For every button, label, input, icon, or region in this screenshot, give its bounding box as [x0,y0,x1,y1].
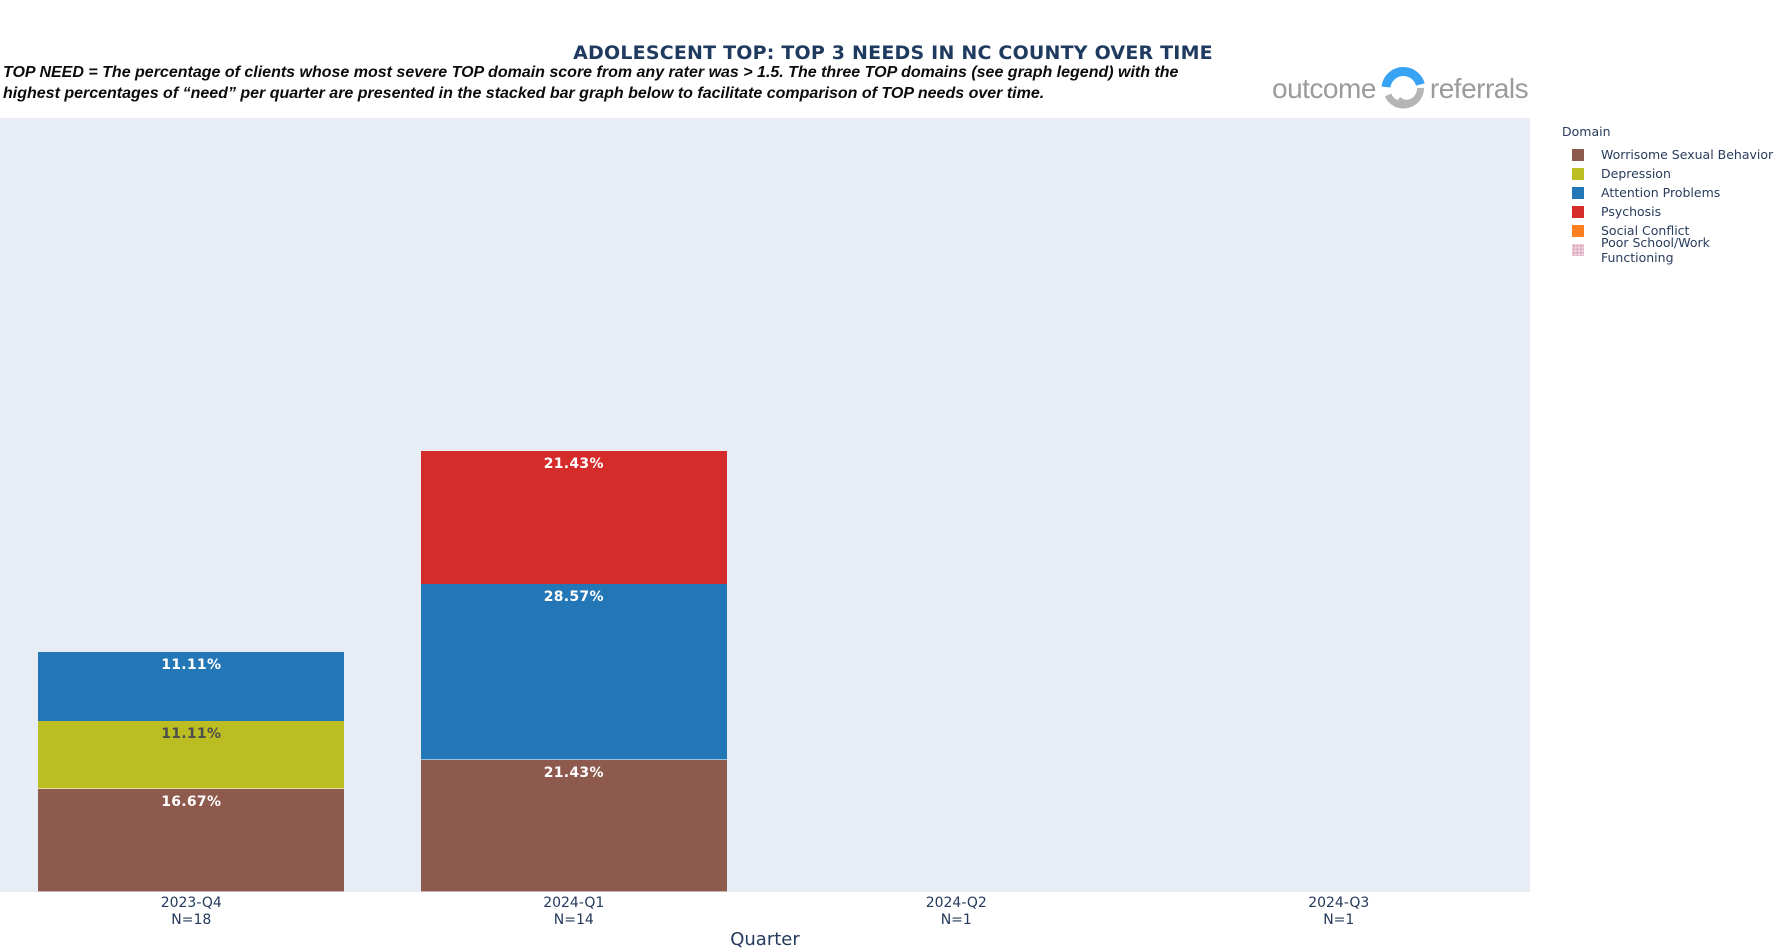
x-tick-sample-size: N=14 [553,912,594,928]
legend-label: Poor School/Work Functioning [1601,234,1710,265]
bar-segment-2024-q1-attention-problems: 28.57% [420,583,727,760]
legend-title: Domain [1562,124,1611,139]
logo-word-referrals: referrals [1429,73,1529,104]
legend-item-psychosis: Psychosis [1562,202,1786,221]
page-title: ADOLESCENT TOP: TOP 3 NEEDS IN NC COUNTY… [573,42,1213,64]
x-tick-sample-size: N=1 [940,912,972,928]
x-tick-label: 2024-Q3 [1308,895,1370,911]
bar-segment-value-label: 11.11% [161,657,222,674]
legend-swatch-icon [1572,148,1584,161]
legend-item-worrisome-sexual-behavior: Worrisome Sexual Behavior [1562,145,1786,164]
legend-item-poor-school-work-functioning: Poor School/Work Functioning [1562,235,1786,265]
subtitle-line-1: TOP NEED = The percentage of clients who… [3,64,1179,81]
bar-segment-2024-q1-worrisome-sexual-behavior: 21.43% [420,759,727,892]
bar-segment-2023-q4-depression: 11.11% [38,720,345,790]
x-tick-label: 2024-Q1 [543,895,605,911]
legend-label: Depression [1601,166,1671,181]
logo-word-outcome: outcome [1272,73,1376,104]
x-tick-label: 2024-Q2 [925,895,987,911]
x-tick-sample-size: N=18 [171,912,212,928]
x-tick-2024-q1: 2024-Q1 N=14 [383,895,766,929]
bar-segment-value-label: 11.11% [161,725,222,742]
plot-area: 16.67% 11.11% 11.11% 21.43% 28.57% 21.43% [0,118,1530,892]
x-axis-title: Quarter [730,929,800,950]
legend-label: Attention Problems [1601,185,1721,200]
x-tick-sample-size: N=1 [1323,912,1355,928]
legend-label: Psychosis [1601,204,1662,219]
legend-items: Worrisome Sexual Behavior Depression Atten… [1562,145,1786,265]
legend-swatch-icon [1572,224,1584,237]
x-tick-2024-q2: 2024-Q2 N=1 [765,895,1148,929]
logo-circle-icon [1377,65,1429,113]
legend-swatch-icon [1572,205,1584,218]
legend-swatch-icon [1572,243,1584,256]
legend-label: Social Conflict [1601,223,1690,238]
bar-segment-value-label: 21.43% [543,764,604,781]
legend-swatch-icon [1572,167,1584,180]
bar-segment-2023-q4-worrisome-sexual-behavior: 16.67% [38,789,345,892]
bar-segment-value-label: 21.43% [543,456,604,473]
bar-segment-2024-q1-psychosis: 21.43% [420,451,727,584]
bar-segment-2023-q4-attention-problems: 11.11% [38,652,345,721]
legend: Domain Worrisome Sexual Behavior Depressi… [1562,124,1786,265]
x-tick-2023-q4: 2023-Q4 N=18 [0,895,383,929]
outcome-referrals-logo: outcome referrals [1272,62,1529,116]
legend-label: Worrisome Sexual Behavior [1601,147,1774,162]
bar-segment-value-label: 16.67% [161,794,222,811]
x-tick-2024-q3: 2024-Q3 N=1 [1148,895,1531,929]
legend-item-social-conflict: Social Conflict [1562,221,1786,240]
legend-swatch-icon [1572,186,1584,199]
subtitle-line-2: highest percentages of “need” per quarte… [3,85,1045,102]
x-axis: 2023-Q4 N=18 2024-Q1 N=14 2024-Q2 N=1 2024-Q3 N… [0,895,1530,929]
x-tick-label: 2023-Q4 [160,895,222,911]
bar-segment-value-label: 28.57% [543,588,604,605]
chart-subtitle: TOP NEED = The percentage of clients who… [3,62,1178,104]
legend-item-attention-problems: Attention Problems [1562,183,1786,202]
legend-item-depression: Depression [1562,164,1786,183]
